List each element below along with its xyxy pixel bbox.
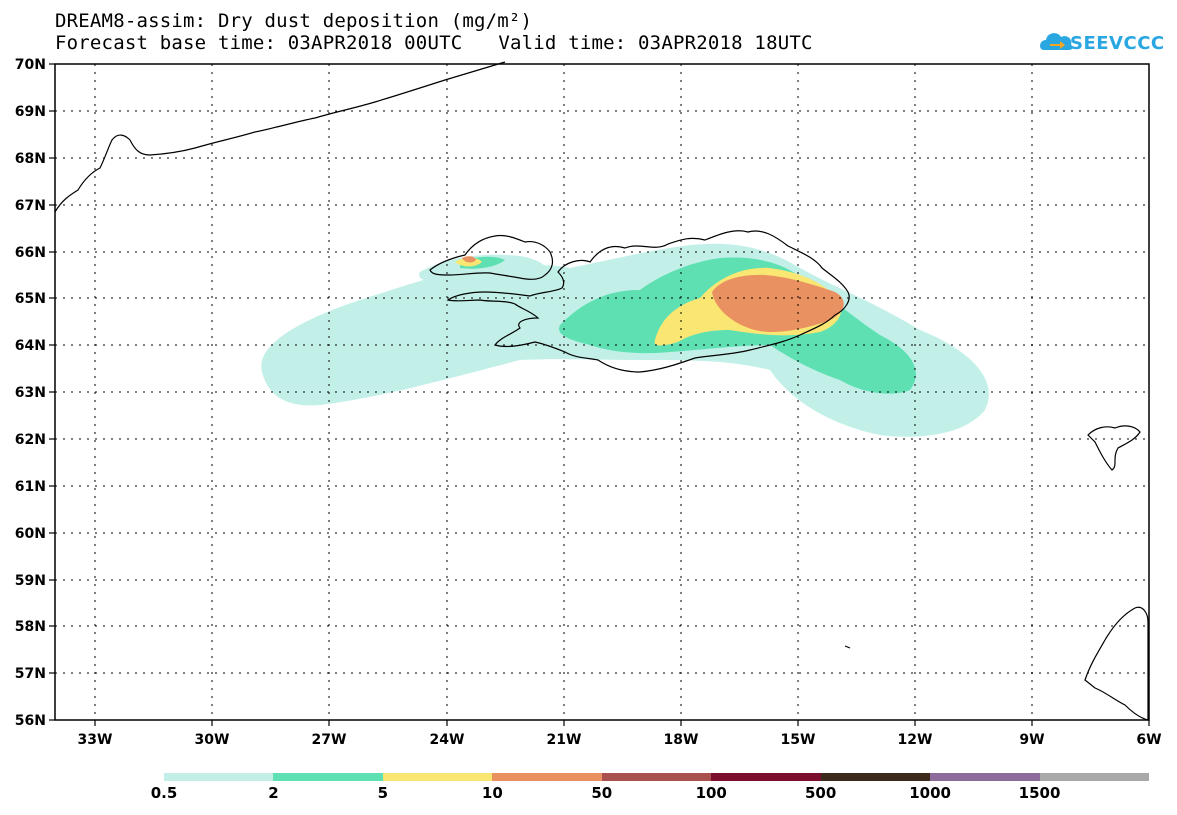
lat-label: 70N xyxy=(15,57,46,73)
lat-label: 60N xyxy=(15,526,46,542)
lat-label: 61N xyxy=(15,479,46,495)
lat-label: 65N xyxy=(15,291,46,307)
field-10-50-nw xyxy=(462,256,476,263)
lon-label: 9W xyxy=(1019,732,1044,748)
lon-label: 21W xyxy=(547,732,582,748)
lat-label: 67N xyxy=(15,198,46,214)
field-10-50 xyxy=(712,274,844,333)
lat-label: 56N xyxy=(15,713,46,729)
lat-label: 66N xyxy=(15,245,46,261)
colorbar-label: 500 xyxy=(805,784,837,802)
lat-label: 59N xyxy=(15,573,46,589)
greenland-coast xyxy=(54,61,506,213)
iceland-coast xyxy=(446,230,850,373)
colorbar-segment xyxy=(711,773,822,781)
colorbar-segment xyxy=(820,773,931,781)
lat-label: 64N xyxy=(15,338,46,354)
seevccc-logo: SEEVCCC xyxy=(1070,33,1165,54)
dust-field xyxy=(261,243,989,437)
lat-label: 68N xyxy=(15,151,46,167)
lon-label: 18W xyxy=(664,732,699,748)
colorbar-segment xyxy=(273,773,384,781)
lat-label: 63N xyxy=(15,385,46,401)
valid-time: Valid time: 03APR2018 18UTC xyxy=(498,32,813,54)
lat-labels: 70N 69N 68N 67N 66N 65N 64N 63N 62N 61N … xyxy=(15,57,46,729)
lon-label: 30W xyxy=(195,732,230,748)
colorbar-segment xyxy=(164,773,274,781)
colorbar-label: 0.5 xyxy=(150,784,178,802)
lat-label: 69N xyxy=(15,104,46,120)
forecast-base-time: Forecast base time: 03APR2018 00UTC xyxy=(55,32,463,54)
colorbar-label: 10 xyxy=(481,784,503,802)
colorbar-segment xyxy=(382,773,493,781)
coastlines xyxy=(54,61,1149,721)
lon-label: 12W xyxy=(898,732,933,748)
colorbar-segment xyxy=(601,773,712,781)
colorbar-label: 1000 xyxy=(909,784,951,802)
lon-label: 6W xyxy=(1136,732,1161,748)
map-subtitle: Forecast base time: 03APR2018 00UTC Valid… xyxy=(55,33,813,53)
lat-label: 62N xyxy=(15,432,46,448)
colorbar-label: 5 xyxy=(377,784,389,802)
faroe-coast xyxy=(1087,425,1141,471)
colorbar-segment xyxy=(930,773,1041,781)
lon-label: 27W xyxy=(312,732,347,748)
lon-labels: 33W 30W 27W 24W 21W 18W 15W 12W 9W 6W xyxy=(78,732,1162,748)
colorbar-label: 50 xyxy=(591,784,613,802)
iceland-westfjords-coast xyxy=(429,234,554,280)
colorbar-label: 2 xyxy=(268,784,279,802)
lon-label: 15W xyxy=(781,732,816,748)
lat-label: 58N xyxy=(15,619,46,635)
graticule xyxy=(55,64,1149,720)
map-title: DREAM8-assim: Dry dust deposition (mg/m²… xyxy=(55,10,533,32)
colorbar-label: 1500 xyxy=(1018,784,1061,802)
colorbar-label: 100 xyxy=(695,784,727,802)
axis-ticks xyxy=(49,63,1150,726)
field-0_5-2-nw xyxy=(419,254,549,288)
scotland-coast xyxy=(1084,606,1149,721)
colorbar-segment xyxy=(1039,773,1150,781)
lat-label: 57N xyxy=(15,666,46,682)
cloud-arrow-icon xyxy=(1040,33,1073,50)
lon-label: 33W xyxy=(78,732,113,748)
rockall xyxy=(844,645,851,649)
lon-label: 24W xyxy=(430,732,465,748)
colorbar-segment xyxy=(492,773,603,781)
